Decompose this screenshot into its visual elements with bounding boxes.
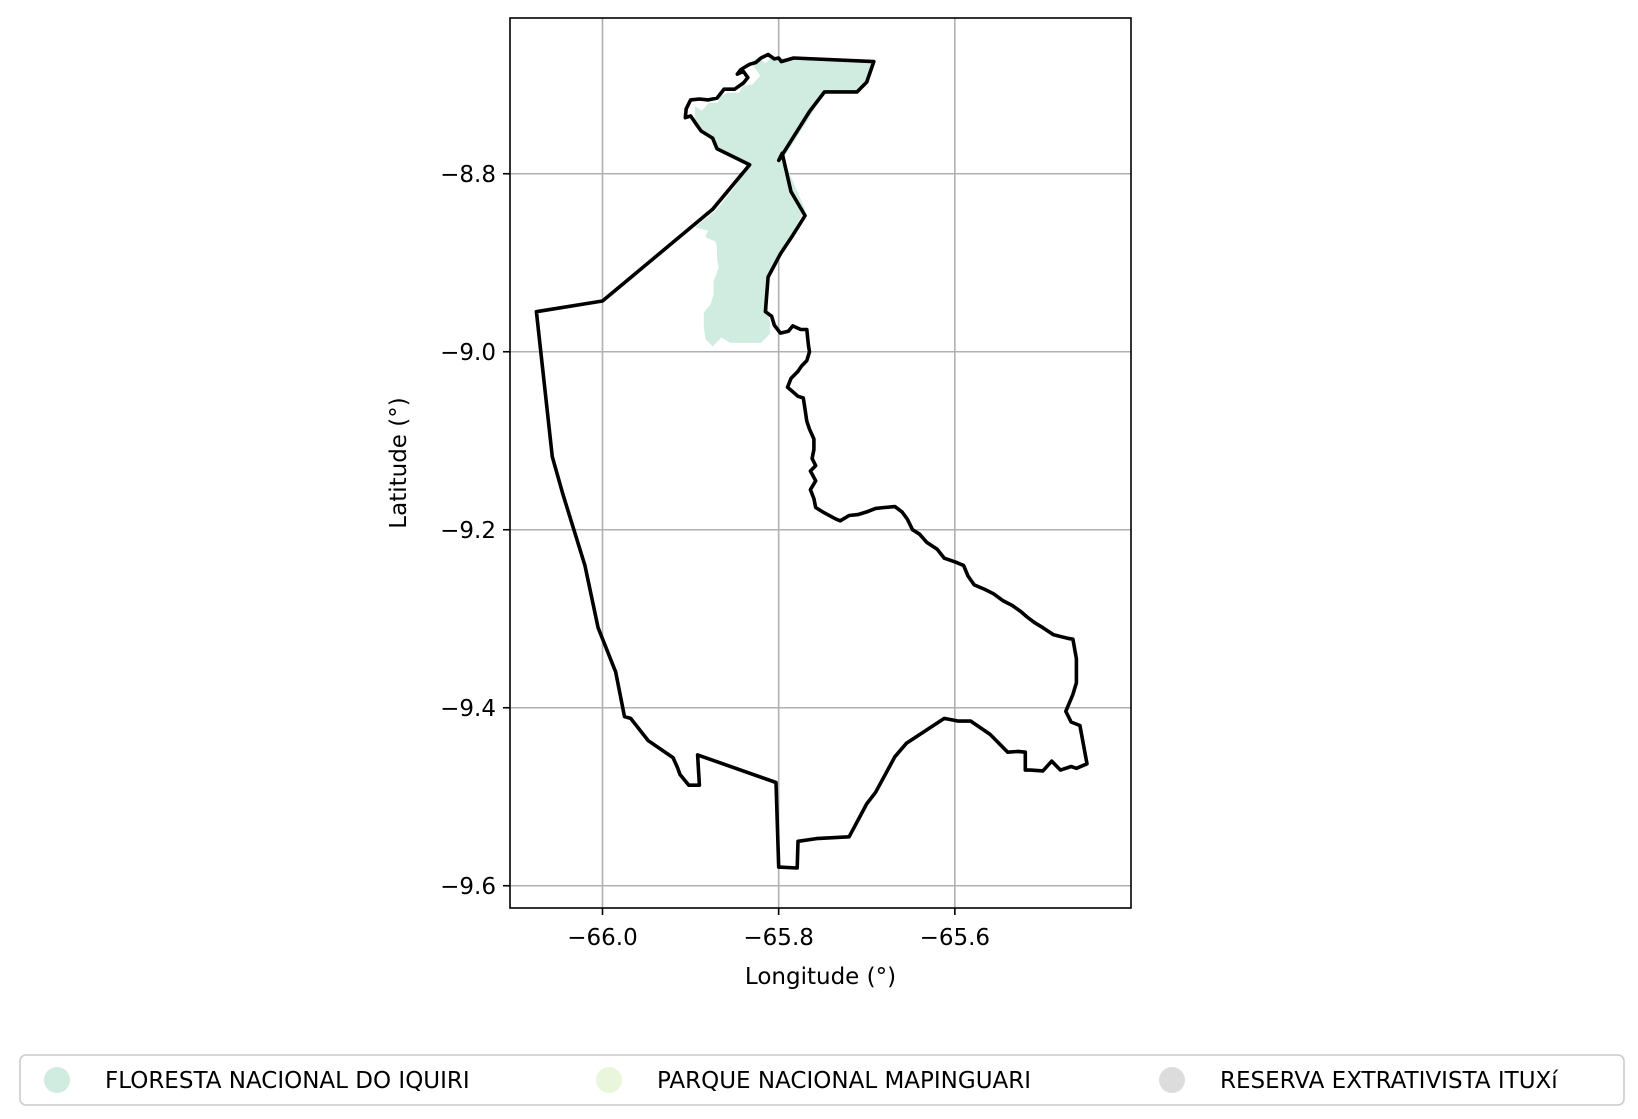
legend-label: PARQUE NACIONAL MAPINGUARI xyxy=(657,1068,1031,1094)
y-tick-label: −9.2 xyxy=(440,518,496,544)
boundary-outlines xyxy=(534,52,1089,870)
legend-items: FLORESTA NACIONAL DO IQUIRI PARQUE NACION… xyxy=(44,1067,1558,1094)
legend-marker xyxy=(596,1067,622,1093)
y-axis-ticks: −8.8 −9.0 −9.2 −9.4 −9.6 xyxy=(440,162,510,900)
protected-areas xyxy=(695,57,874,347)
legend-label: RESERVA EXTRATIVISTA ITUXí xyxy=(1220,1068,1558,1094)
boundary-outline xyxy=(534,52,1089,870)
x-axis-label: Longitude (°) xyxy=(745,964,896,990)
y-tick-label: −9.0 xyxy=(440,340,496,366)
y-tick-label: −8.8 xyxy=(440,162,496,188)
legend-label: FLORESTA NACIONAL DO IQUIRI xyxy=(105,1068,470,1094)
x-axis-ticks: −66.0 −65.8 −65.6 xyxy=(567,908,990,951)
legend: FLORESTA NACIONAL DO IQUIRI PARQUE NACION… xyxy=(19,1054,1625,1106)
x-tick-label: −66.0 xyxy=(567,925,637,951)
legend-marker xyxy=(1159,1067,1185,1093)
legend-marker xyxy=(44,1067,70,1093)
y-tick-label: −9.4 xyxy=(440,696,496,722)
x-tick-label: −65.6 xyxy=(920,925,990,951)
x-tick-label: −65.8 xyxy=(743,925,813,951)
y-tick-label: −9.6 xyxy=(440,874,496,900)
plot-frame xyxy=(509,17,1132,909)
protected-area-fill xyxy=(695,57,874,347)
legend-frame xyxy=(19,1054,1625,1106)
y-axis-label: Latitude (°) xyxy=(386,397,412,528)
